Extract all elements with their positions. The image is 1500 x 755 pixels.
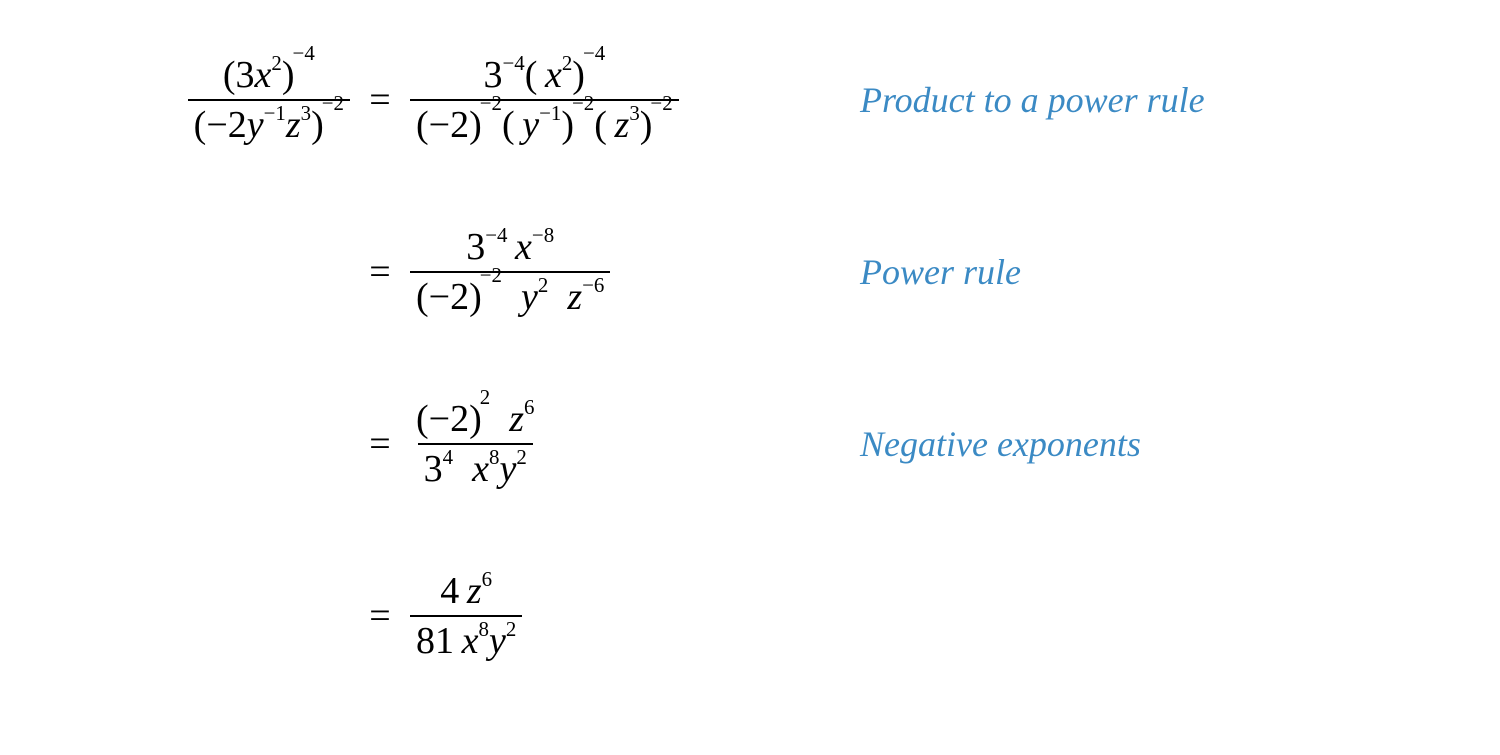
equals-sign: =	[350, 422, 410, 466]
step4-numerator: 4 z6	[434, 567, 498, 615]
step3-numerator: (−2)2 z6	[410, 395, 540, 443]
rhs-step3: (−2)2 z6 34 x8y2	[410, 395, 820, 493]
annotation-2: Power rule	[820, 251, 1440, 293]
rhs-step4: 4 z6 81 x8y2	[410, 567, 820, 665]
step4-fraction: 4 z6 81 x8y2	[410, 567, 522, 665]
lhs-column: (3x2)−4 (−2y−1z3)−2	[60, 51, 350, 149]
rhs-step2: 3−4 x−8 (−2)−2 y2 z−6	[410, 223, 820, 321]
annotation-1: Product to a power rule	[820, 79, 1440, 121]
lhs-fraction: (3x2)−4 (−2y−1z3)−2	[188, 51, 350, 149]
equals-sign: =	[350, 78, 410, 122]
equals-sign: =	[350, 594, 410, 638]
lhs-numerator: (3x2)−4	[217, 51, 321, 99]
annotation-3: Negative exponents	[820, 423, 1440, 465]
step2-fraction: 3−4 x−8 (−2)−2 y2 z−6	[410, 223, 610, 321]
step1-fraction: 3−4( x2)−4 (−2)−2( y−1)−2( z3)−2	[410, 51, 679, 149]
derivation-container: (3x2)−4 (−2y−1z3)−2 = 3−4( x2)−4 (−2)−2(…	[60, 30, 1440, 686]
lhs-denominator: (−2y−1z3)−2	[188, 99, 350, 149]
equals-sign: =	[350, 250, 410, 294]
step3-denominator: 34 x8y2	[418, 443, 533, 493]
rhs-step1: 3−4( x2)−4 (−2)−2( y−1)−2( z3)−2	[410, 51, 820, 149]
step2-numerator: 3−4 x−8	[460, 223, 560, 271]
step-row-4: = 4 z6 81 x8y2	[60, 546, 1440, 686]
step-row-2: = 3−4 x−8 (−2)−2 y2 z−6 Power rule	[60, 202, 1440, 342]
step4-denominator: 81 x8y2	[410, 615, 522, 665]
step-row-3: = (−2)2 z6 34 x8y2 Negative exponents	[60, 374, 1440, 514]
step1-denominator: (−2)−2( y−1)−2( z3)−2	[410, 99, 679, 149]
step-row-1: (3x2)−4 (−2y−1z3)−2 = 3−4( x2)−4 (−2)−2(…	[60, 30, 1440, 170]
step3-fraction: (−2)2 z6 34 x8y2	[410, 395, 540, 493]
step2-denominator: (−2)−2 y2 z−6	[410, 271, 610, 321]
